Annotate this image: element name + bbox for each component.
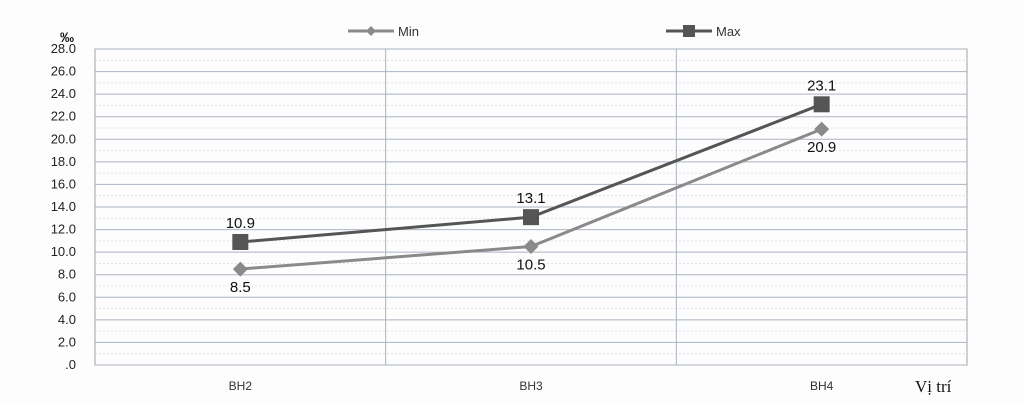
data-point-max bbox=[232, 233, 249, 250]
x-tick-label: BH4 bbox=[810, 379, 834, 393]
y-tick-label: 22.0 bbox=[51, 109, 76, 124]
x-axis-title: Vị trí bbox=[915, 377, 952, 396]
data-labels: 8.5 10.5 20.9 10.9 13.1 23.1 bbox=[226, 77, 837, 296]
data-label-max: 13.1 bbox=[516, 190, 545, 207]
axes: .0 2.0 4.0 6.0 8.0 10.0 12.0 14.0 16.0 18.0 20.0 22… bbox=[51, 29, 952, 396]
y-tick-label: 28.0 bbox=[51, 41, 76, 56]
y-tick-label: 4.0 bbox=[58, 312, 76, 327]
data-point-max bbox=[813, 96, 830, 113]
y-tick-label: 6.0 bbox=[58, 289, 76, 304]
legend: Min Max bbox=[348, 24, 741, 39]
y-tick-label: 14.0 bbox=[51, 199, 76, 214]
y-tick-label: 12.0 bbox=[51, 222, 76, 237]
y-tick-label: 26.0 bbox=[51, 64, 76, 79]
y-tick-label: 24.0 bbox=[51, 86, 76, 101]
data-label-min: 8.5 bbox=[230, 279, 251, 296]
data-point-min bbox=[523, 239, 539, 254]
x-tick-label: BH2 bbox=[229, 379, 253, 393]
data-point-min bbox=[814, 121, 830, 137]
data-label-max: 10.9 bbox=[226, 215, 255, 232]
y-tick-label: 10.0 bbox=[51, 244, 76, 259]
data-point-max bbox=[523, 209, 539, 226]
y-tick-label: .0 bbox=[65, 357, 76, 372]
y-tick-label: 20.0 bbox=[51, 131, 76, 146]
data-label-min: 10.5 bbox=[516, 257, 545, 274]
legend-label-max: Max bbox=[716, 24, 741, 39]
y-tick-label: 18.0 bbox=[51, 154, 76, 169]
y-axis-unit: ‰ bbox=[60, 29, 74, 45]
legend-marker-min bbox=[366, 26, 376, 36]
y-tick-label: 16.0 bbox=[51, 176, 76, 191]
series bbox=[232, 96, 830, 277]
data-label-min: 20.9 bbox=[807, 139, 836, 156]
legend-marker-max bbox=[683, 25, 695, 37]
legend-label-min: Min bbox=[398, 24, 419, 39]
y-tick-label: 2.0 bbox=[58, 334, 76, 349]
y-tick-label: 8.0 bbox=[58, 267, 76, 282]
x-tick-label: BH3 bbox=[519, 379, 543, 393]
data-point-min bbox=[232, 261, 248, 277]
data-label-max: 23.1 bbox=[807, 77, 836, 94]
